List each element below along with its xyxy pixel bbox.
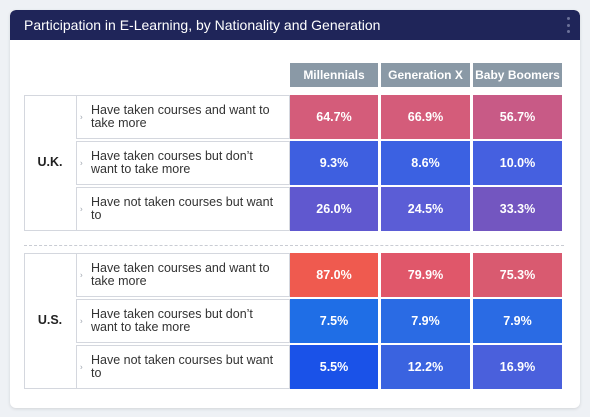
- data-cell: 26.0%: [290, 187, 378, 231]
- more-options-icon[interactable]: [566, 17, 570, 33]
- chart-title: Participation in E-Learning, by National…: [24, 17, 381, 33]
- data-cell: 75.3%: [473, 253, 562, 297]
- row-label-text: Have taken courses but don’t want to tak…: [91, 149, 253, 176]
- data-cell: 33.3%: [473, 187, 562, 231]
- chevron-right-icon[interactable]: ›: [80, 362, 83, 372]
- group-divider: [24, 245, 564, 246]
- row-label-text: Have not taken courses but want to: [91, 195, 274, 222]
- chevron-right-icon[interactable]: ›: [80, 158, 83, 168]
- group-box-us: [24, 253, 76, 389]
- row-label-text: Have taken courses but don’t want to tak…: [91, 307, 253, 334]
- data-cell: 87.0%: [290, 253, 378, 297]
- data-cell: 7.9%: [473, 299, 562, 343]
- row-label: › Have taken courses but don’t want to ta…: [76, 141, 290, 185]
- card-header: Participation in E-Learning, by National…: [10, 10, 580, 40]
- row-label: › Have taken courses and want to take mor…: [76, 95, 290, 139]
- column-header-millennials: Millennials: [290, 63, 378, 87]
- row-label-text: Have not taken courses but want to: [91, 353, 274, 380]
- group-label-uk: U.K.: [37, 155, 63, 169]
- data-cell: 5.5%: [290, 345, 378, 389]
- row-label: › Have taken courses but don’t want to ta…: [76, 299, 290, 343]
- group-box-uk: [24, 95, 76, 231]
- chevron-right-icon[interactable]: ›: [80, 204, 83, 214]
- data-cell: 66.9%: [381, 95, 470, 139]
- chart-card: Participation in E-Learning, by National…: [10, 10, 580, 408]
- row-label-text: Have taken courses and want to take more: [91, 261, 270, 288]
- chevron-right-icon[interactable]: ›: [80, 112, 83, 122]
- row-label: › Have not taken courses but want to: [76, 187, 290, 231]
- data-cell: 56.7%: [473, 95, 562, 139]
- data-cell: 79.9%: [381, 253, 470, 297]
- data-cell: 7.9%: [381, 299, 470, 343]
- chevron-right-icon[interactable]: ›: [80, 316, 83, 326]
- row-label-text: Have taken courses and want to take more: [91, 103, 270, 130]
- data-cell: 64.7%: [290, 95, 378, 139]
- group-label-us: U.S.: [37, 313, 63, 327]
- data-cell: 8.6%: [381, 141, 470, 185]
- column-header-baby-boomers: Baby Boomers: [473, 63, 562, 87]
- data-cell: 12.2%: [381, 345, 470, 389]
- data-cell: 7.5%: [290, 299, 378, 343]
- data-cell: 24.5%: [381, 187, 470, 231]
- data-cell: 10.0%: [473, 141, 562, 185]
- row-label: › Have taken courses and want to take mor…: [76, 253, 290, 297]
- data-cell: 16.9%: [473, 345, 562, 389]
- row-label: › Have not taken courses but want to: [76, 345, 290, 389]
- column-header-generation-x: Generation X: [381, 63, 470, 87]
- data-cell: 9.3%: [290, 141, 378, 185]
- chevron-right-icon[interactable]: ›: [80, 270, 83, 280]
